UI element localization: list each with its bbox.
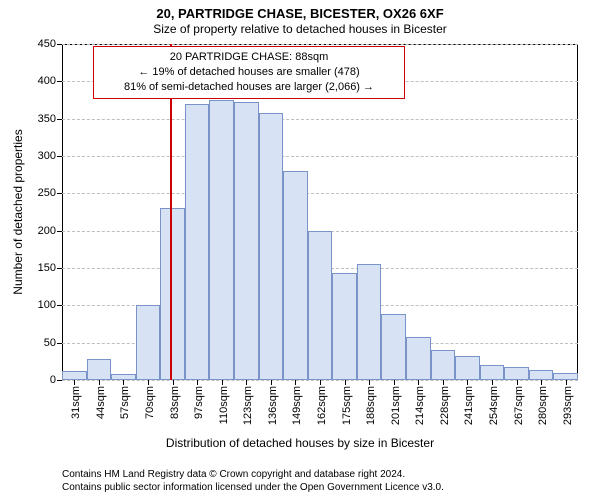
info-box-line1: 20 PARTRIDGE CHASE: 88sqm [100,50,398,65]
x-tick-label: 254sqm [488,386,500,425]
y-tick-label: 350 [38,113,56,125]
x-tick-label: 97sqm [193,386,205,419]
x-tick-label: 83sqm [169,386,181,419]
grid-line [62,44,578,45]
attribution-line2: Contains public sector information licen… [62,481,444,494]
x-tick-label: 280sqm [537,386,549,425]
histogram-bar [406,337,431,380]
x-tick-mark [271,380,272,385]
y-tick-mark [57,305,62,306]
x-tick-label: 175sqm [341,386,353,425]
x-tick-label: 57sqm [119,386,131,419]
x-tick-label: 267sqm [513,386,525,425]
histogram-bar [357,264,382,380]
x-tick-label: 201sqm [390,386,402,425]
y-tick-mark [57,343,62,344]
histogram-bar [259,113,284,380]
histogram-bar [136,305,161,380]
x-tick-mark [492,380,493,385]
x-tick-label: 241sqm [463,386,475,425]
x-tick-mark [123,380,124,385]
info-box-line3: 81% of semi-detached houses are larger (… [100,80,398,95]
x-tick-label: 293sqm [562,386,574,425]
histogram-bar [209,100,234,380]
histogram-bar [62,371,87,380]
y-tick-label: 150 [38,262,56,274]
x-tick-mark [345,380,346,385]
histogram-bar [553,373,578,380]
x-tick-mark [394,380,395,385]
axis-border-right [577,44,578,380]
y-tick-mark [57,119,62,120]
grid-line [62,193,578,194]
y-tick-label: 250 [38,187,56,199]
x-tick-label: 136sqm [267,386,279,425]
x-tick-label: 110sqm [218,386,230,424]
grid-line [62,119,578,120]
y-axis-title: Number of detached properties [11,129,25,294]
chart-title-sub: Size of property relative to detached ho… [0,22,600,36]
y-tick-mark [57,44,62,45]
histogram-bar [160,208,185,380]
x-tick-label: 44sqm [95,386,107,419]
x-tick-mark [99,380,100,385]
histogram-bar [332,273,357,380]
y-tick-mark [57,268,62,269]
histogram-bar [504,367,529,380]
x-tick-mark [369,380,370,385]
x-tick-mark [541,380,542,385]
attribution: Contains HM Land Registry data © Crown c… [62,468,444,494]
x-tick-label: 228sqm [439,386,451,425]
y-tick-mark [57,380,62,381]
y-tick-label: 450 [38,38,56,50]
histogram-bar [480,365,505,380]
x-tick-label: 70sqm [144,386,156,419]
histogram-bar [185,104,210,380]
x-tick-mark [222,380,223,385]
y-tick-mark [57,193,62,194]
y-tick-label: 50 [44,337,56,349]
x-tick-mark [197,380,198,385]
x-tick-mark [418,380,419,385]
y-tick-mark [57,156,62,157]
attribution-line1: Contains HM Land Registry data © Crown c… [62,468,444,481]
x-tick-label: 162sqm [316,386,328,425]
y-tick-label: 100 [38,299,56,311]
x-tick-label: 188sqm [365,386,377,425]
x-tick-label: 214sqm [414,386,426,425]
histogram-bar [87,359,112,380]
chart-title-main: 20, PARTRIDGE CHASE, BICESTER, OX26 6XF [0,6,600,21]
y-tick-label: 400 [38,75,56,87]
y-tick-mark [57,231,62,232]
info-box-line2: ← 19% of detached houses are smaller (47… [100,65,398,80]
x-axis-title: Distribution of detached houses by size … [0,436,600,450]
x-tick-mark [320,380,321,385]
grid-line [62,156,578,157]
x-tick-mark [566,380,567,385]
x-tick-mark [517,380,518,385]
histogram-bar [529,370,554,380]
x-tick-mark [246,380,247,385]
x-tick-mark [74,380,75,385]
x-tick-mark [295,380,296,385]
info-box: 20 PARTRIDGE CHASE: 88sqm ← 19% of detac… [93,46,405,99]
x-tick-label: 123sqm [242,386,254,425]
x-tick-label: 31sqm [70,386,82,419]
x-tick-mark [173,380,174,385]
y-tick-label: 300 [38,150,56,162]
histogram-bar [283,171,308,380]
x-tick-mark [443,380,444,385]
y-axis-line [62,44,63,380]
x-tick-label: 149sqm [291,386,303,425]
x-tick-mark [467,380,468,385]
histogram-bar [381,314,406,380]
histogram-bar [455,356,480,380]
histogram-bar [308,231,333,380]
y-tick-label: 200 [38,225,56,237]
y-tick-mark [57,81,62,82]
y-tick-label: 0 [50,374,56,386]
x-tick-mark [148,380,149,385]
histogram-bar [431,350,456,380]
histogram-bar [234,102,259,380]
